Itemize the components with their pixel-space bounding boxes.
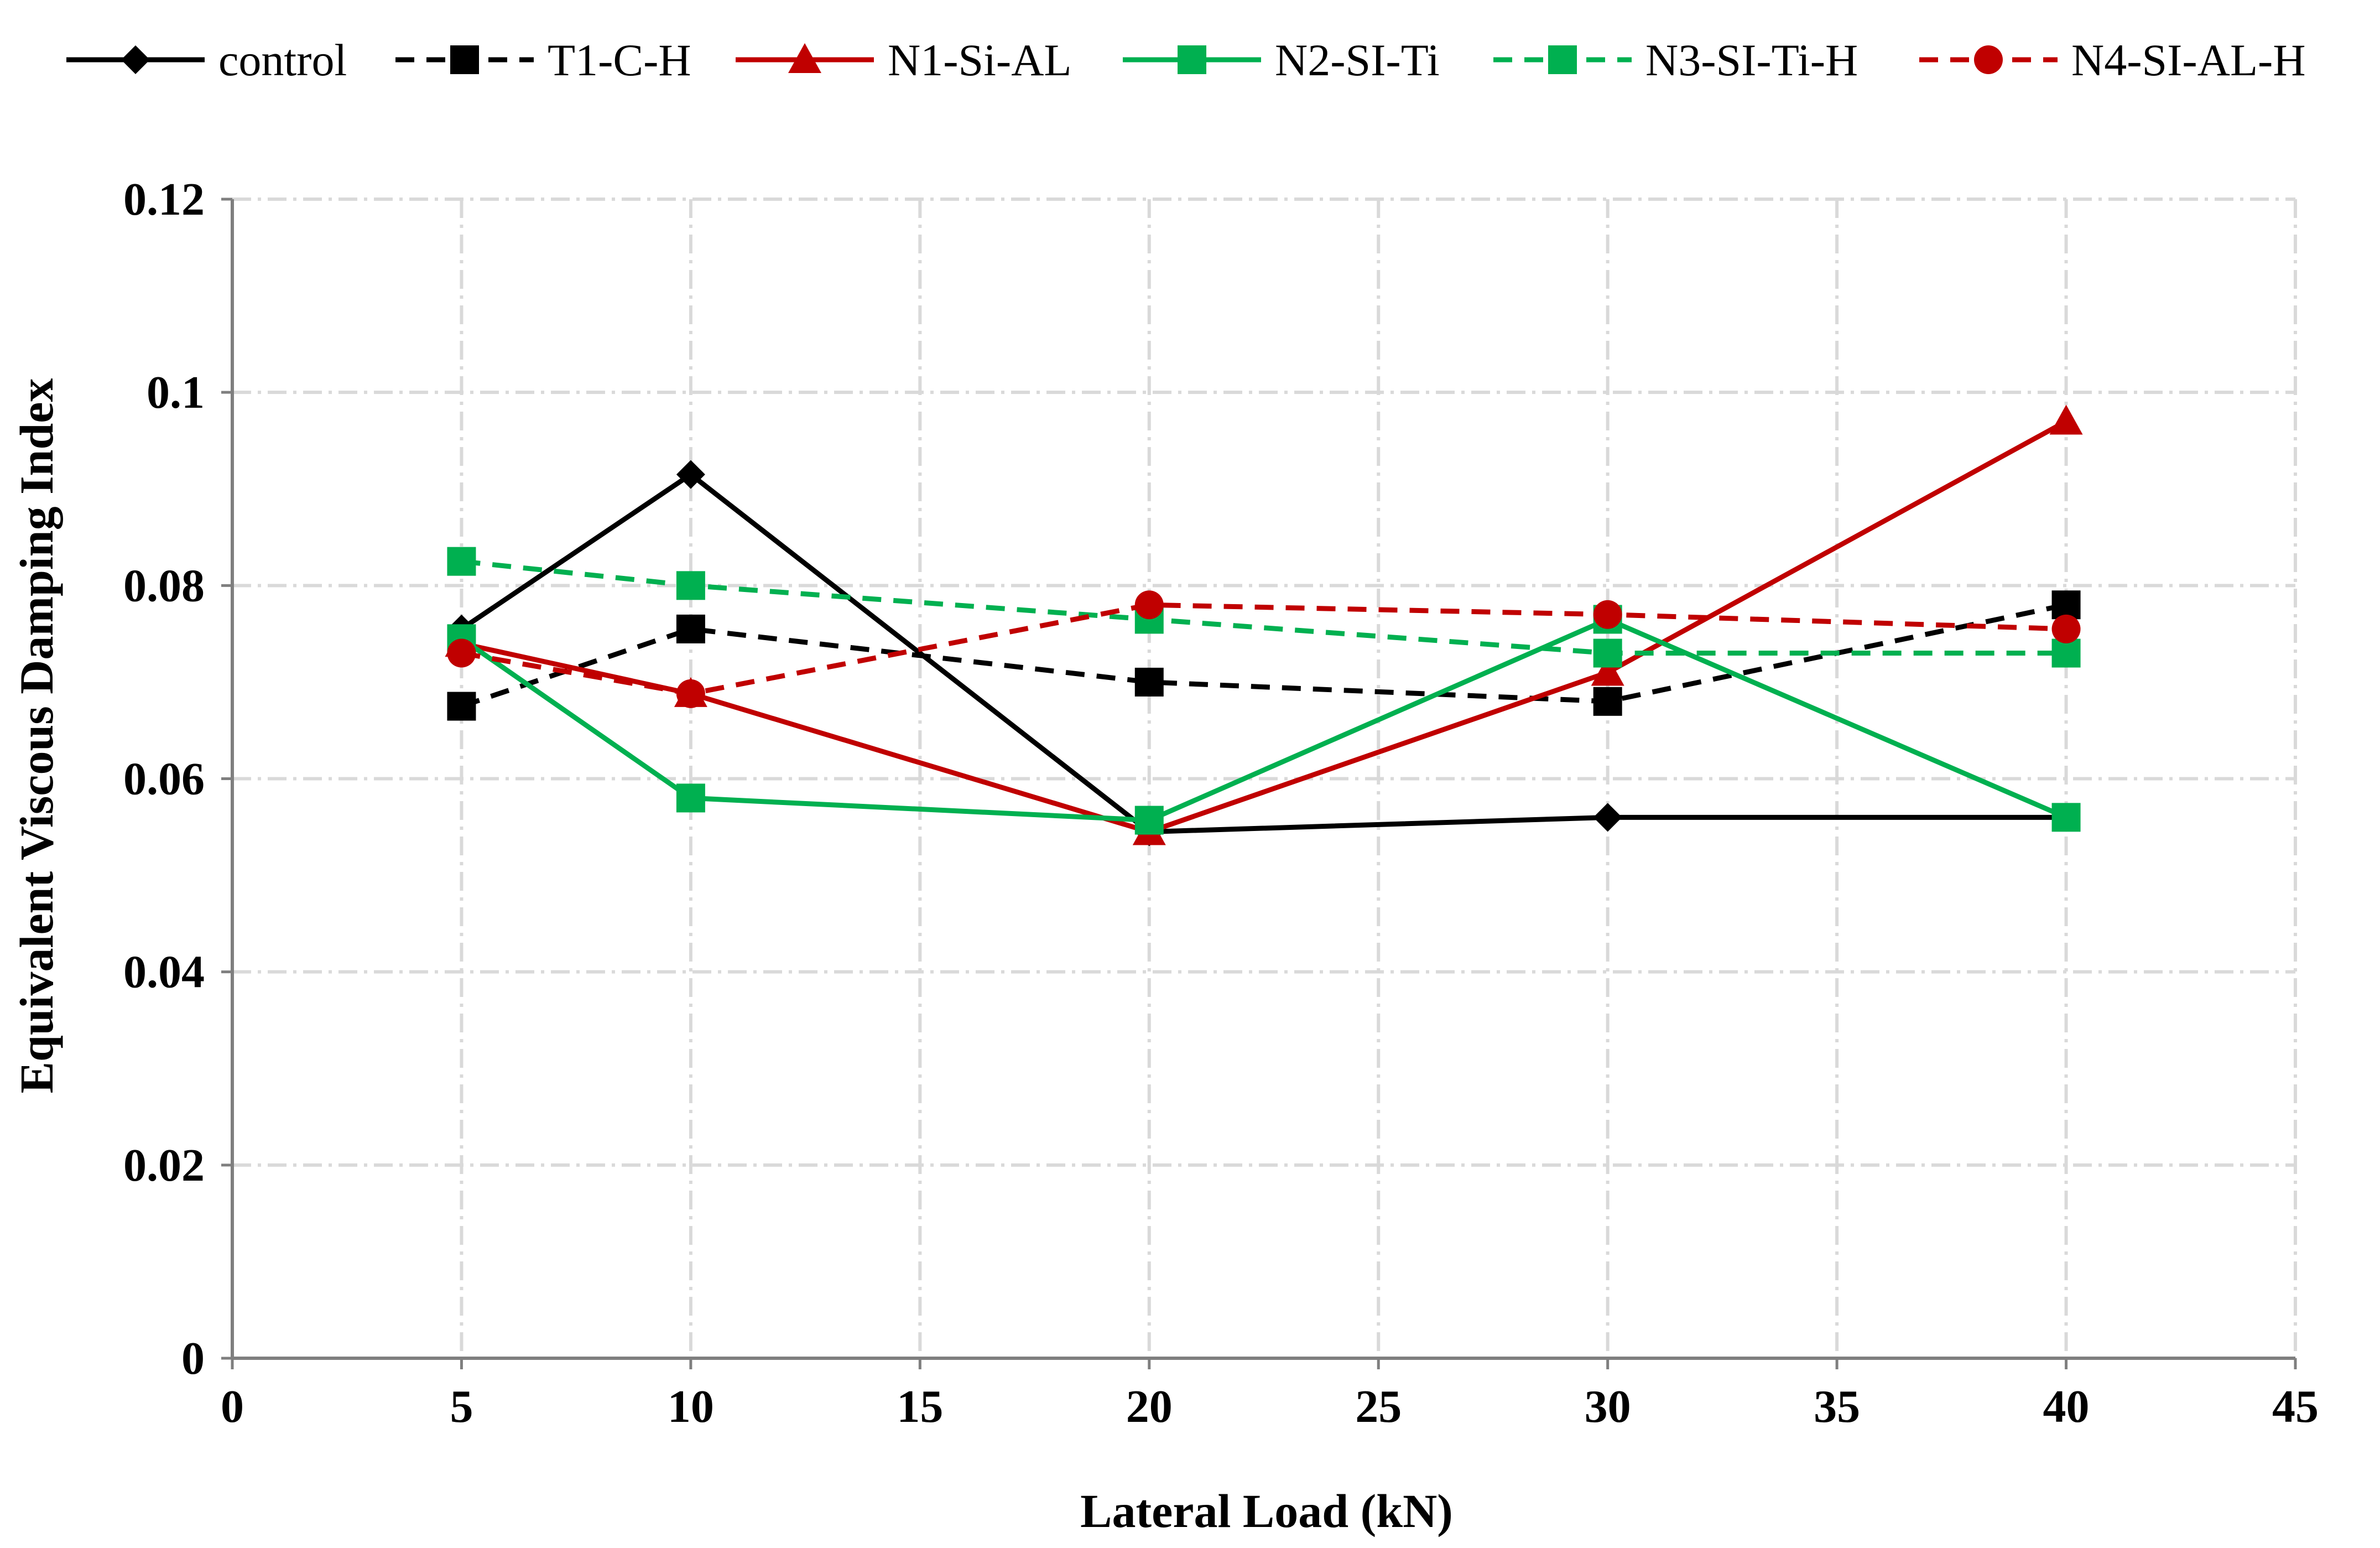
data-point bbox=[1593, 687, 1622, 716]
legend-label: T1-C-H bbox=[548, 35, 691, 85]
legend-item-n2-si-ti: N2-SI-Ti bbox=[1123, 35, 1440, 85]
series-line bbox=[461, 602, 2067, 709]
legend-label: N2-SI-Ti bbox=[1275, 35, 1440, 85]
x-tick-label: 35 bbox=[1814, 1381, 1860, 1432]
x-axis-title: Lateral Load (kN) bbox=[1080, 1484, 1453, 1537]
data-point bbox=[2051, 614, 2081, 643]
data-point bbox=[1134, 590, 1164, 620]
series-n3-si-ti-h bbox=[447, 547, 2081, 668]
series bbox=[445, 404, 2083, 846]
legend-label: control bbox=[218, 35, 347, 85]
x-tick-label: 10 bbox=[668, 1381, 714, 1432]
legend-marker bbox=[1178, 45, 1206, 74]
y-tick-label: 0.04 bbox=[123, 947, 205, 998]
data-point bbox=[1593, 638, 1622, 668]
data-point bbox=[1134, 806, 1164, 835]
x-tick-label: 15 bbox=[897, 1381, 943, 1432]
data-point bbox=[676, 679, 705, 708]
y-tick-label: 0.1 bbox=[147, 367, 205, 418]
legend: control T1-C-H N1-Si-AL N2-SI-Ti N3-SI-Ti-H N… bbox=[66, 35, 2306, 85]
legend-item-n1-si-al: N1-Si-AL bbox=[736, 35, 1072, 85]
legend-label: N3-SI-Ti-H bbox=[1645, 35, 1858, 85]
x-tick-label: 45 bbox=[2272, 1381, 2319, 1432]
data-point bbox=[447, 692, 476, 721]
legend-marker bbox=[1974, 45, 2003, 74]
y-tick-label: 0 bbox=[181, 1333, 205, 1384]
data-point bbox=[2051, 590, 2081, 620]
gridlines bbox=[232, 198, 2297, 1358]
x-tick-label: 20 bbox=[1126, 1381, 1173, 1432]
series-t1-c-h bbox=[447, 590, 2081, 721]
legend-marker bbox=[788, 43, 821, 73]
x-tick-label: 40 bbox=[2043, 1381, 2090, 1432]
legend-label: N1-Si-AL bbox=[888, 35, 1072, 85]
series-n4-si-al-h bbox=[447, 590, 2081, 708]
legend-marker bbox=[450, 45, 479, 74]
legend-item-n3-si-ti-h: N3-SI-Ti-H bbox=[1493, 35, 1858, 85]
legend-label: N4-SI-AL-H bbox=[2071, 35, 2306, 85]
y-tick-label: 0.06 bbox=[123, 754, 205, 805]
y-tick-label: 0.02 bbox=[123, 1140, 205, 1191]
legend-item-n4-si-al-h: N4-SI-AL-H bbox=[1919, 35, 2306, 85]
y-tick-label: 0.12 bbox=[123, 174, 205, 225]
legend-marker bbox=[121, 45, 150, 74]
data-point bbox=[676, 460, 705, 489]
data-point bbox=[447, 547, 476, 576]
legend-item-t1-c-h: T1-C-H bbox=[395, 35, 691, 85]
data-point bbox=[1593, 600, 1622, 629]
x-tick-label: 0 bbox=[221, 1381, 244, 1432]
legend-marker bbox=[1548, 45, 1577, 74]
data-point bbox=[2049, 404, 2083, 435]
data-point bbox=[447, 638, 476, 668]
data-point bbox=[1591, 656, 1624, 686]
legend-item-control: control bbox=[66, 35, 347, 85]
data-point bbox=[676, 783, 705, 813]
data-point bbox=[1134, 667, 1164, 697]
y-tick-label: 0.08 bbox=[123, 560, 205, 611]
data-point bbox=[2051, 803, 2081, 832]
data-point bbox=[676, 571, 705, 600]
x-tick-label: 30 bbox=[1585, 1381, 1631, 1432]
data-point bbox=[1593, 803, 1622, 832]
x-tick-label: 5 bbox=[450, 1381, 473, 1432]
data-point bbox=[676, 614, 705, 643]
data-point bbox=[2051, 638, 2081, 668]
y-axis-title: Equivalent Viscous Damping Index bbox=[10, 378, 63, 1094]
x-tick-label: 25 bbox=[1355, 1381, 1402, 1432]
axes: 0 5 10 15 20 25 30 35 40 45 0 0.02 0.04 0.06 0.08 0.1 0.… bbox=[123, 174, 2319, 1432]
